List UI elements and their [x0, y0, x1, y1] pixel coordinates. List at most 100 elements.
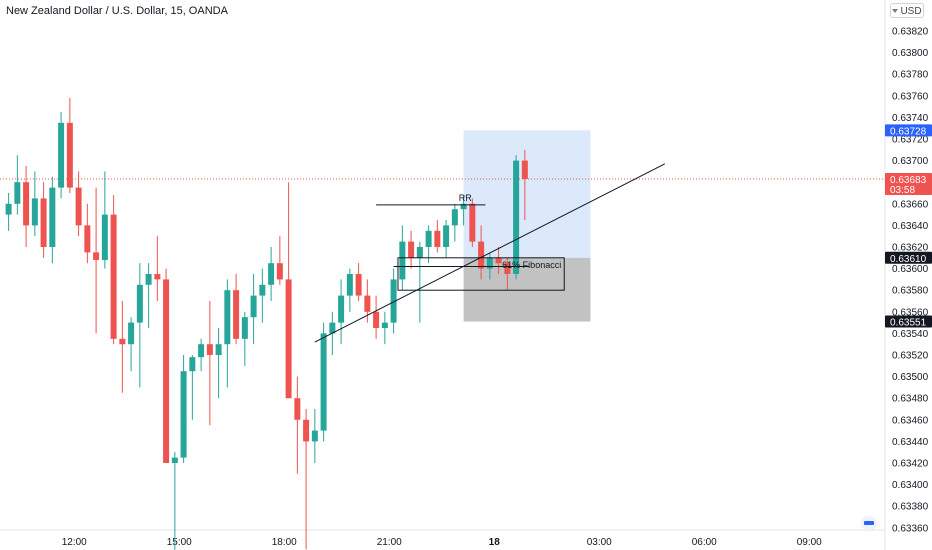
candle-body	[180, 371, 187, 458]
y-tick-label: 0.63420	[892, 459, 929, 470]
candle-body	[513, 160, 520, 274]
long-target-zone	[463, 130, 591, 258]
y-tick-label: 0.63800	[892, 48, 929, 59]
y-tick-label: 0.63780	[892, 70, 929, 81]
candle-body	[154, 274, 161, 280]
candle-body	[84, 225, 91, 253]
currency-label: USD	[900, 6, 922, 17]
fibonacci-label: 61% Fibonacci	[502, 260, 561, 270]
y-tick-label: 0.63740	[892, 113, 929, 124]
candle-body	[14, 182, 21, 204]
y-tick-label: 0.63440	[892, 437, 929, 448]
x-tick-label: 18	[489, 537, 501, 548]
price-label-box	[885, 251, 932, 264]
y-tick-label: 0.63580	[892, 286, 929, 297]
candle-body	[521, 160, 528, 179]
candle-body	[504, 263, 511, 274]
price-label-text: 0.63728	[890, 126, 927, 137]
y-tick-label: 0.63460	[892, 415, 929, 426]
price-label-box	[885, 124, 932, 137]
price-label-text: 0.63610	[890, 254, 927, 265]
candle-body	[58, 122, 65, 188]
long-stop-zone	[463, 257, 591, 322]
fibonacci-rect	[397, 257, 565, 291]
candle-body	[381, 322, 388, 328]
y-tick-label: 0.63760	[892, 91, 929, 102]
y-tick-label: 0.63400	[892, 480, 929, 491]
y-tick-label: 0.63500	[892, 372, 929, 383]
y-tick-label: 0.63360	[892, 523, 929, 534]
candle-body	[75, 187, 82, 226]
candle-body	[416, 247, 423, 258]
price-label-box	[885, 315, 932, 328]
candle-body	[311, 430, 318, 442]
candle-body	[364, 295, 371, 312]
y-tick-label: 0.63380	[892, 502, 929, 513]
candle-body	[469, 203, 476, 242]
candle-body	[206, 344, 213, 355]
y-tick-label: 0.63560	[892, 307, 929, 318]
candle-body	[136, 284, 143, 323]
countdown-label: 03:58	[890, 185, 915, 196]
candle-body	[478, 241, 485, 269]
candle-body	[320, 333, 327, 431]
candle-body	[443, 225, 450, 247]
candle-body	[5, 203, 12, 215]
candle-body	[390, 279, 397, 323]
candle-body	[268, 263, 275, 285]
candle-body	[189, 357, 196, 372]
y-tick-label: 0.63520	[892, 351, 929, 362]
x-tick-label: 12:00	[62, 537, 87, 548]
candle-body	[486, 257, 493, 269]
candle-body	[338, 295, 345, 323]
tradingview-logo-icon	[861, 516, 877, 530]
y-tick-label: 0.63540	[892, 329, 929, 340]
candle-body	[294, 398, 301, 420]
chevron-down-icon	[892, 9, 899, 14]
y-tick-label: 0.63660	[892, 199, 929, 210]
candle-body	[346, 274, 353, 296]
candle-body	[23, 182, 30, 226]
candle-body	[373, 311, 380, 328]
candle-body	[66, 122, 73, 188]
y-tick-label: 0.63720	[892, 135, 929, 146]
currency-selector[interactable]: USD	[890, 3, 924, 18]
candle-body	[128, 322, 135, 345]
candle-body	[408, 241, 415, 258]
candle-body	[215, 344, 222, 355]
candle-body	[49, 187, 56, 247]
candle-body	[163, 279, 170, 463]
candle-body	[241, 317, 248, 339]
candle-body	[355, 274, 362, 296]
x-tick-label: 03:00	[587, 537, 612, 548]
candle-body	[224, 290, 231, 345]
x-tick-label: 09:00	[797, 537, 822, 548]
price-label-box	[885, 172, 932, 195]
candle-body	[425, 230, 432, 247]
candle-body	[233, 290, 240, 339]
y-tick-label: 0.63820	[892, 27, 929, 38]
candle-body	[434, 230, 441, 247]
candle-body	[303, 419, 310, 442]
candle-body	[250, 295, 257, 318]
candle-body	[93, 252, 100, 260]
candle-body	[495, 257, 502, 264]
candle-body	[31, 198, 38, 226]
rr-label: RR	[459, 193, 472, 203]
candle-body	[40, 198, 47, 247]
candle-body	[171, 457, 178, 463]
x-tick-label: 15:00	[167, 537, 192, 548]
y-tick-label: 0.63620	[892, 243, 929, 254]
candle-body	[285, 279, 292, 399]
x-tick-label: 06:00	[692, 537, 717, 548]
candle-body	[460, 203, 467, 210]
y-tick-label: 0.63640	[892, 221, 929, 232]
candle-body	[119, 338, 126, 345]
candle-body	[198, 344, 205, 358]
x-tick-label: 18:00	[272, 537, 297, 548]
y-tick-label: 0.63480	[892, 394, 929, 405]
candle-body	[145, 274, 152, 285]
y-tick-label: 0.63600	[892, 264, 929, 275]
candle-body	[329, 322, 336, 334]
